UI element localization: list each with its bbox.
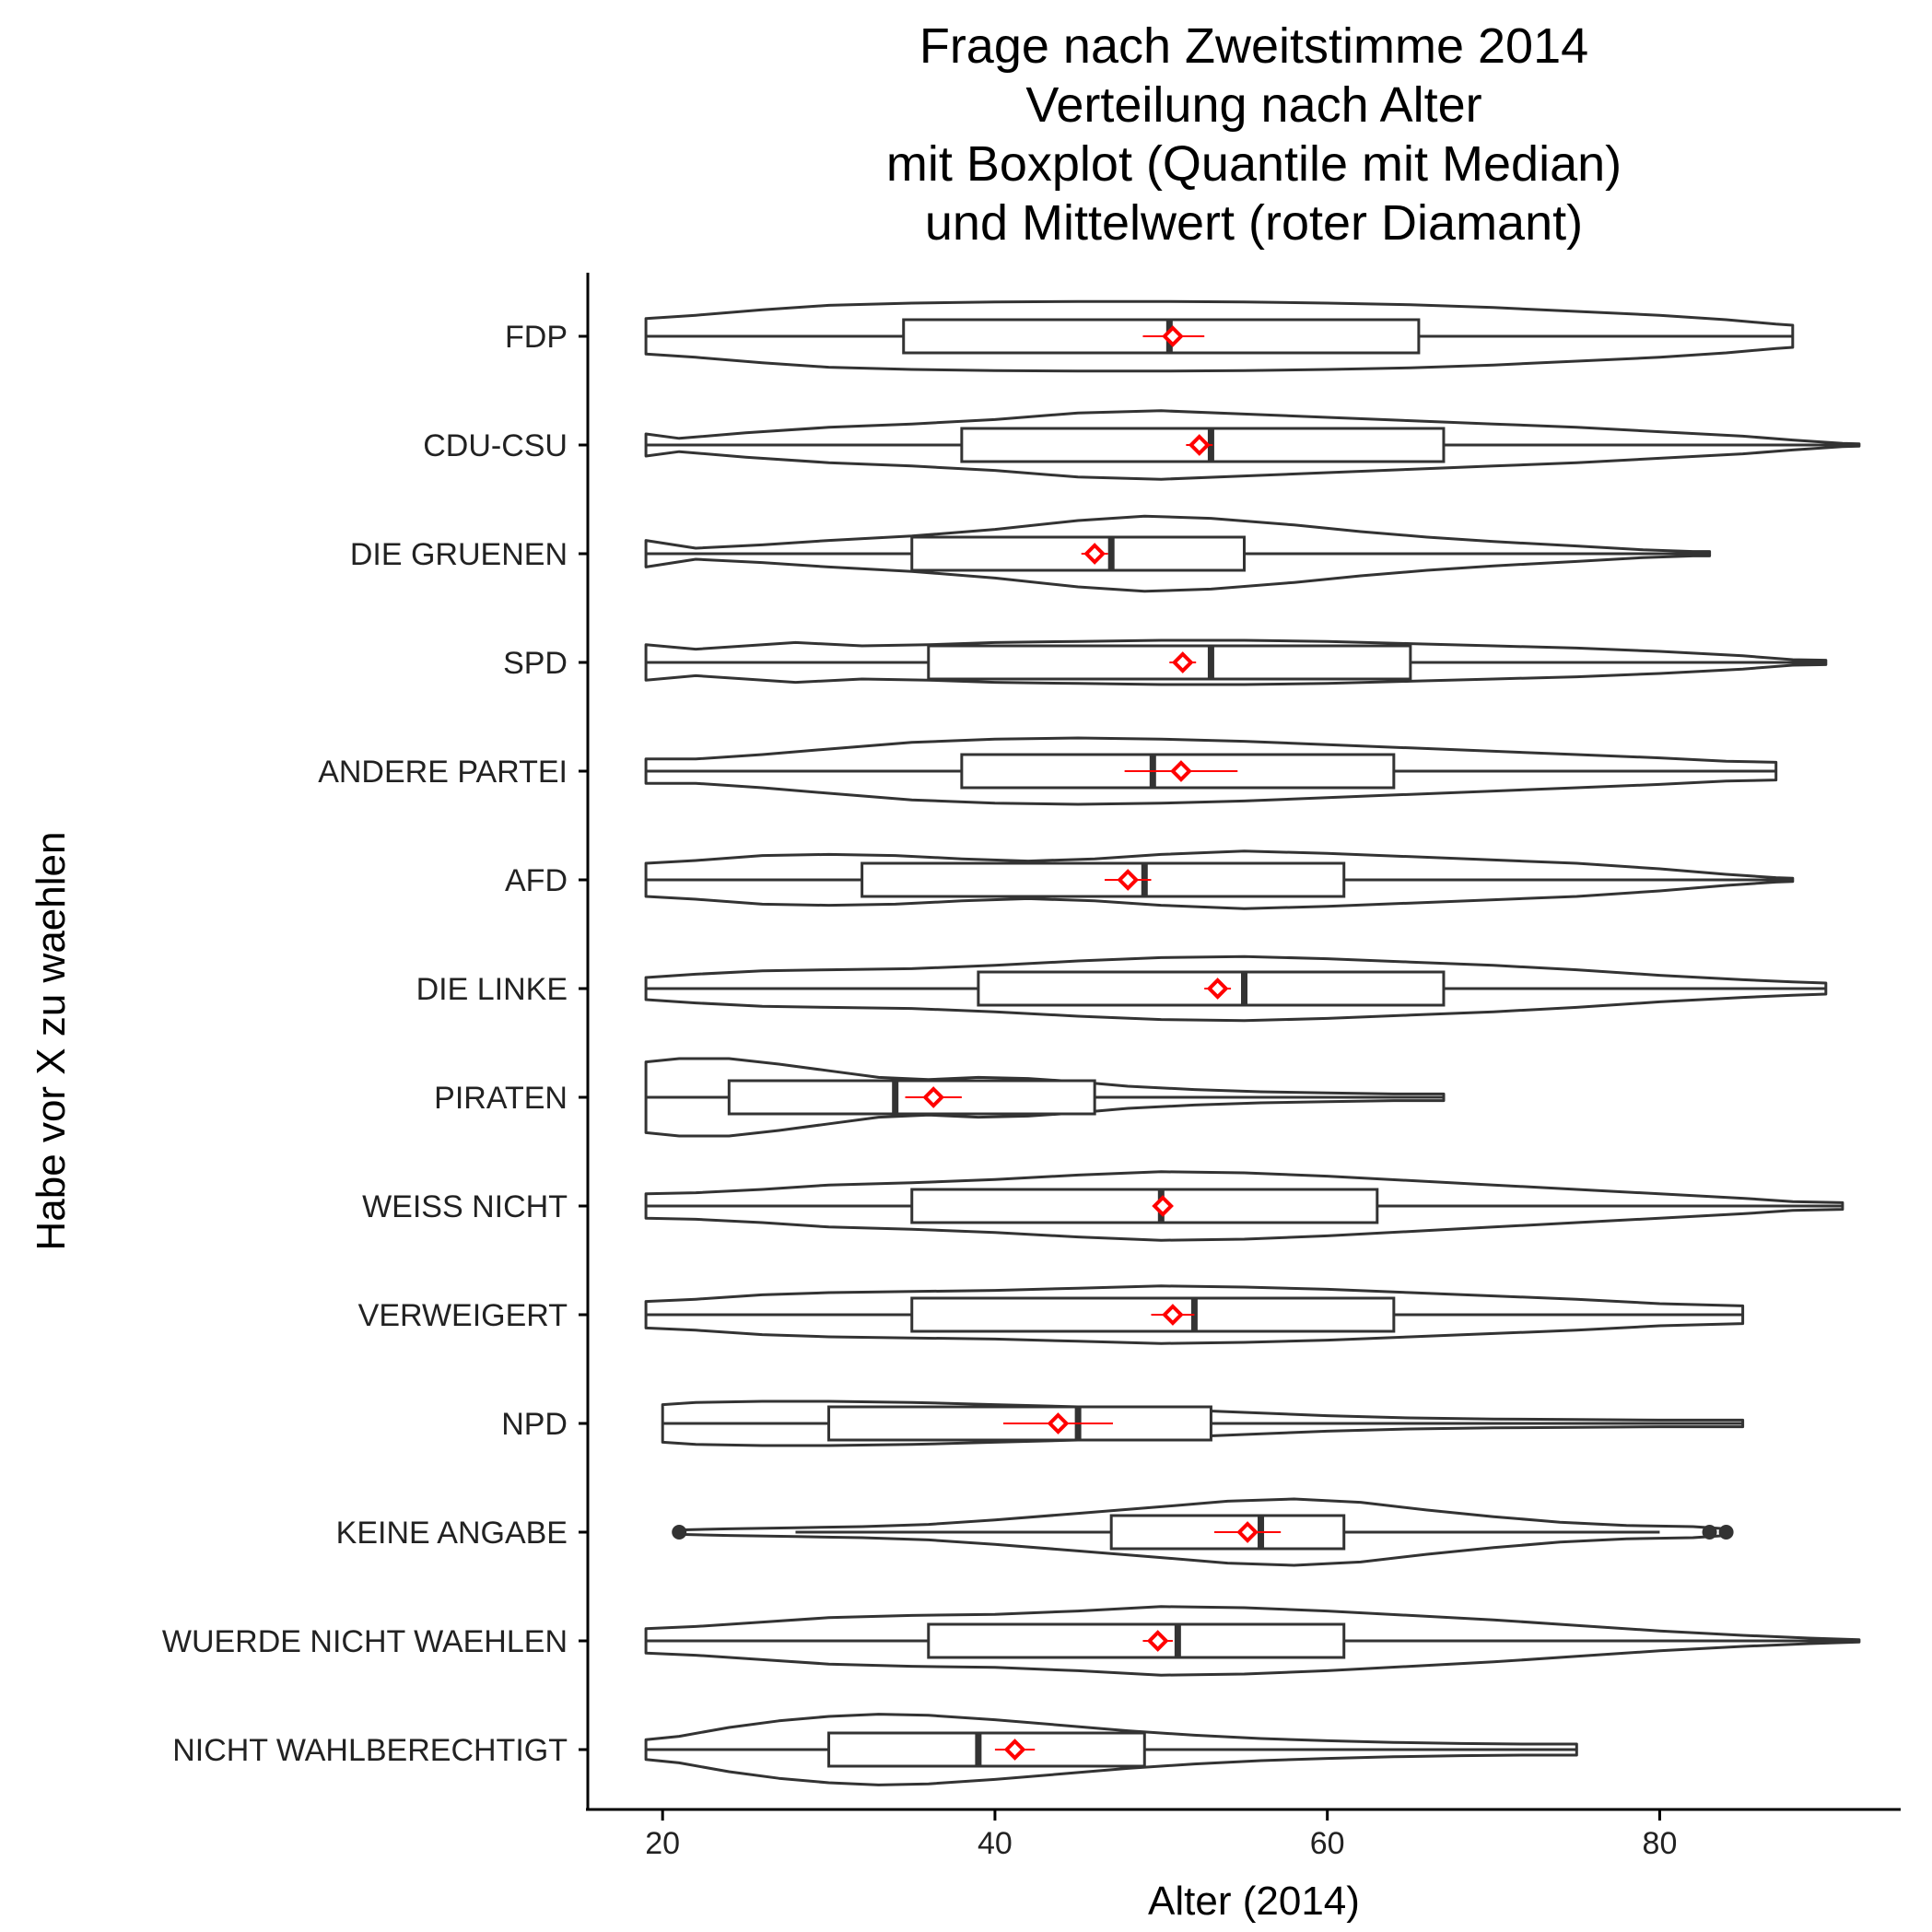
violin-group-piraten [644, 1057, 1446, 1138]
violin-group-wuerde-nicht-waehlen [644, 1605, 1861, 1677]
mean-diamond [1188, 434, 1211, 456]
violin-group-keine-angabe [672, 1497, 1734, 1567]
violin-group-spd [644, 638, 1828, 686]
chart-title: Frage nach Zweitstimme 2014 Verteilung n… [886, 18, 1622, 251]
y-tick-label-afd: AFD [505, 863, 568, 898]
violin-group-afd [644, 849, 1795, 910]
y-tick-label-cdu-csu: CDU-CSU [423, 428, 568, 463]
y-tick-label-weiss-nicht: WEISS NICHT [362, 1189, 568, 1224]
mean-diamond [1170, 760, 1192, 782]
y-tick-label-npd: NPD [501, 1407, 568, 1442]
y-axis-title: Habe vor X zu waehlen [29, 832, 74, 1251]
y-tick-label-wuerde-nicht-waehlen: WUERDE NICHT WAEHLEN [162, 1624, 568, 1659]
y-tick-label-keine-angabe: KEINE ANGABE [336, 1516, 568, 1551]
violin-shape [661, 1399, 1745, 1447]
mean-diamond [1146, 1630, 1169, 1652]
mean-diamond [1206, 978, 1229, 1000]
x-tick-label: 80 [1643, 1826, 1678, 1861]
outlier-point [1718, 1525, 1734, 1540]
violin-group-die-gruenen [644, 514, 1712, 593]
mean-diamond [1162, 325, 1184, 347]
violin-shape [644, 1170, 1844, 1242]
violin-group-weiss-nicht [644, 1170, 1844, 1242]
x-tick-label: 20 [645, 1826, 680, 1861]
y-tick-label-verweigert: VERWEIGERT [358, 1298, 568, 1333]
mean-diamond [1171, 651, 1194, 673]
y-tick-label-die-gruenen: DIE GRUENEN [350, 537, 568, 572]
violin-shape [644, 1057, 1446, 1138]
chart-title-line-1: Frage nach Zweitstimme 2014 [919, 18, 1588, 74]
violin-shape [644, 954, 1828, 1023]
violin-group-verweigert [644, 1284, 1745, 1345]
y-tick-label-andere-partei: ANDERE PARTEI [318, 755, 568, 790]
mean-diamond [1047, 1412, 1070, 1434]
y-tick-labels: FDP CDU-CSU DIE GRUENEN SPD ANDERE PARTEI AFD… [162, 320, 588, 1768]
mean-diamond [1162, 1304, 1184, 1326]
y-tick-label-piraten: PIRATEN [434, 1081, 568, 1116]
outlier-point [672, 1525, 687, 1540]
x-axis-ticks: 20 40 60 80 [645, 1809, 1677, 1861]
mean-diamond [1003, 1739, 1026, 1761]
chart-title-line-3: mit Boxplot (Quantile mit Median) [886, 136, 1622, 192]
outlier-point [1702, 1525, 1717, 1540]
violin-group-cdu-csu [644, 409, 1861, 481]
y-tick-label-fdp: FDP [505, 320, 568, 355]
x-axis-title: Alter (2014) [1148, 1879, 1360, 1924]
box-iqr [910, 1188, 1379, 1224]
y-tick-label-die-linke: DIE LINKE [416, 972, 568, 1007]
box-iqr [827, 1731, 1146, 1768]
mean-diamond [1236, 1521, 1259, 1543]
y-tick-label-spd: SPD [503, 646, 568, 681]
violin-group-andere-partei [644, 736, 1778, 806]
mean-diamond [1152, 1195, 1174, 1217]
plot-marks [644, 299, 1861, 1786]
violin-group-nicht-wahlberechtigt [644, 1713, 1578, 1786]
box-iqr [927, 1622, 1346, 1659]
violin-shape [644, 1284, 1745, 1345]
x-tick-label: 60 [1310, 1826, 1345, 1861]
chart-title-line-4: und Mittelwert (roter Diamant) [925, 195, 1583, 251]
y-tick-label-nicht-wahlberechtigt: NICHT WAHLBERECHTIGT [172, 1733, 568, 1768]
mean-diamond [1083, 543, 1106, 565]
x-tick-label: 40 [978, 1826, 1013, 1861]
violin-shape [644, 736, 1778, 806]
violin-group-npd [661, 1399, 1745, 1447]
mean-diamond [1117, 869, 1140, 891]
violin-shape [644, 514, 1712, 593]
violin-shape [644, 1713, 1578, 1786]
violin-group-fdp [644, 299, 1795, 373]
box-iqr [910, 535, 1246, 572]
violin-shape [644, 299, 1795, 373]
violin-group-die-linke [644, 954, 1828, 1023]
box-iqr [861, 861, 1346, 898]
mean-diamond [922, 1086, 945, 1108]
violin-shape [644, 849, 1795, 910]
chart-title-line-2: Verteilung nach Alter [1025, 77, 1481, 133]
